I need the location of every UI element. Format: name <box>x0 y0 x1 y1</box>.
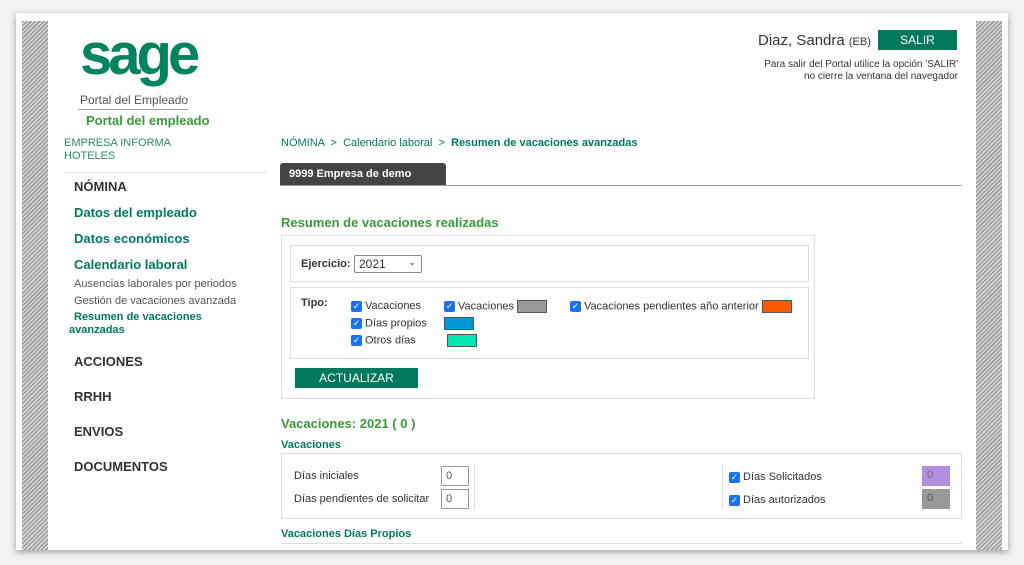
portal-title: Portal del Empleado <box>80 93 189 107</box>
breadcrumb-nomina[interactable]: NÓMINA <box>281 137 325 149</box>
color-swatch <box>517 300 548 313</box>
left-border-stripe <box>22 21 48 550</box>
tab-empresa[interactable]: 9999 Empresa de demo <box>280 163 446 185</box>
browser-window: sage Portal del Empleado Portal del empl… <box>16 13 1008 550</box>
tipo-vacaciones[interactable]: ✓ Vacaciones <box>351 300 422 312</box>
nav-resumen-vacaciones[interactable]: Resumen de vacaciones avanzadas <box>69 311 202 336</box>
dias-solicitados-value: 0 <box>922 466 950 486</box>
tipo-vacaciones-gris[interactable]: ✓ Vacaciones <box>444 300 548 313</box>
vacaciones-panel: Días iniciales 0 Días pendientes de soli… <box>281 453 962 519</box>
breadcrumb: NÓMINA > Calendario laboral > Resumen de… <box>281 137 638 149</box>
color-swatch <box>443 317 474 330</box>
dias-propios-heading: Vacaciones Días Propios <box>281 528 412 540</box>
color-swatch <box>446 334 477 347</box>
checkbox-checked-icon: ✓ <box>444 301 455 312</box>
company-name: EMPRESA INFORMA HOTELES <box>64 137 171 162</box>
chevron-down-icon: ⌄ <box>408 257 416 267</box>
logout-button[interactable]: SALIR <box>878 30 957 50</box>
ejercicio-row: Ejercicio: 2021 ⌄ <box>290 245 809 282</box>
nav-ausencias[interactable]: Ausencias laborales por periodos <box>74 278 237 290</box>
nav-nomina[interactable]: NÓMINA <box>74 179 127 194</box>
dias-solicitados[interactable]: ✓ Días Solicitados <box>729 471 822 483</box>
breadcrumb-calendario[interactable]: Calendario laboral <box>343 137 433 149</box>
logout-note: Para salir del Portal utilice la opción … <box>764 59 958 82</box>
checkbox-checked-icon: ✓ <box>351 335 362 346</box>
vacaciones-heading: Vacaciones <box>281 439 341 451</box>
actualizar-button[interactable]: ACTUALIZAR <box>295 368 418 388</box>
nav-datos-empleado[interactable]: Datos del empleado <box>74 205 197 220</box>
dias-autorizados-value: 0 <box>922 489 950 509</box>
nav-acciones[interactable]: ACCIONES <box>74 354 143 369</box>
tipo-otros-dias[interactable]: ✓ Otros días <box>351 334 477 347</box>
nav-datos-economicos[interactable]: Datos económicos <box>74 231 190 246</box>
tipo-dias-propios[interactable]: ✓ Días propios <box>351 317 474 330</box>
nav-envios[interactable]: ENVIOS <box>74 424 124 439</box>
summary-title: Vacaciones: 2021 ( 0 ) <box>281 416 416 431</box>
dias-pendientes-field[interactable]: 0 <box>441 489 469 509</box>
user-name: Diaz, Sandra (EB) <box>758 32 871 49</box>
checkbox-checked-icon: ✓ <box>729 471 740 483</box>
right-border-stripe <box>976 21 1002 550</box>
section-title: Resumen de vacaciones realizadas <box>281 215 499 230</box>
dias-autorizados[interactable]: ✓ Días autorizados <box>729 494 826 506</box>
checkbox-checked-icon: ✓ <box>729 494 740 506</box>
sage-logo: sage <box>80 22 200 87</box>
nav-documentos[interactable]: DOCUMENTOS <box>74 459 168 474</box>
nav-gestion-vacaciones[interactable]: Gestión de vacaciones avanzada <box>74 295 237 307</box>
checkbox-checked-icon: ✓ <box>351 318 362 329</box>
color-swatch <box>761 300 792 313</box>
portal-subtitle: Portal del empleado <box>86 113 210 128</box>
ejercicio-select[interactable]: 2021 ⌄ <box>354 255 422 273</box>
tipo-row: Tipo: ✓ Vacaciones ✓ Vacaciones ✓ Vacacione… <box>290 287 809 359</box>
tipo-pendientes-anterior[interactable]: ✓ Vacaciones pendientes año anterior <box>570 300 792 313</box>
checkbox-checked-icon: ✓ <box>570 301 581 312</box>
dias-iniciales-field[interactable]: 0 <box>441 466 469 486</box>
nav-calendario-laboral[interactable]: Calendario laboral <box>74 257 188 272</box>
checkbox-checked-icon: ✓ <box>351 300 362 312</box>
breadcrumb-current: Resumen de vacaciones avanzadas <box>451 137 638 149</box>
nav-rrhh[interactable]: RRHH <box>74 389 112 404</box>
